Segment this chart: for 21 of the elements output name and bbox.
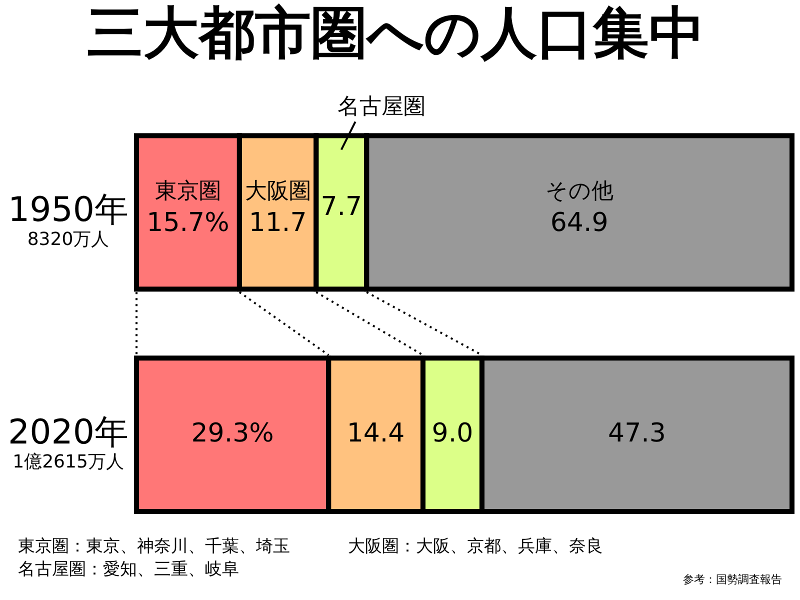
chart-title: 三大都市圏への人口集中 [87, 1, 705, 66]
data-label: 47.3 [608, 418, 666, 449]
y-tick-label: 2020年 [8, 412, 129, 453]
text: 1億2615万人 [12, 451, 124, 472]
y-tick-label: 1950年 [8, 190, 129, 230]
data-label: 15.7% [146, 208, 230, 238]
data-label: 64.9 [550, 208, 608, 238]
data-label: 7.7 [320, 192, 362, 222]
data-label: 14.4 [346, 418, 405, 449]
series-label: 東京圏 [154, 179, 221, 204]
series-label: 大阪圏 [244, 179, 311, 204]
data-label: 9.0 [432, 418, 474, 449]
text: 名古屋圏：愛知、三重、岐阜 [18, 559, 239, 580]
data-label: 29.3% [191, 418, 274, 449]
series-label: その他 [545, 179, 614, 204]
annotation: 大阪圏：大阪、京都、兵庫、奈良 [348, 536, 603, 556]
series-label: 名古屋圏 [337, 94, 426, 120]
text: 8320万人 [27, 229, 110, 250]
annotation: 東京圏：東京、神奈川、千葉、埼玉 [18, 536, 290, 556]
data-label: 11.7 [248, 208, 307, 238]
text: 参考：国勢調査報告 [683, 572, 782, 586]
